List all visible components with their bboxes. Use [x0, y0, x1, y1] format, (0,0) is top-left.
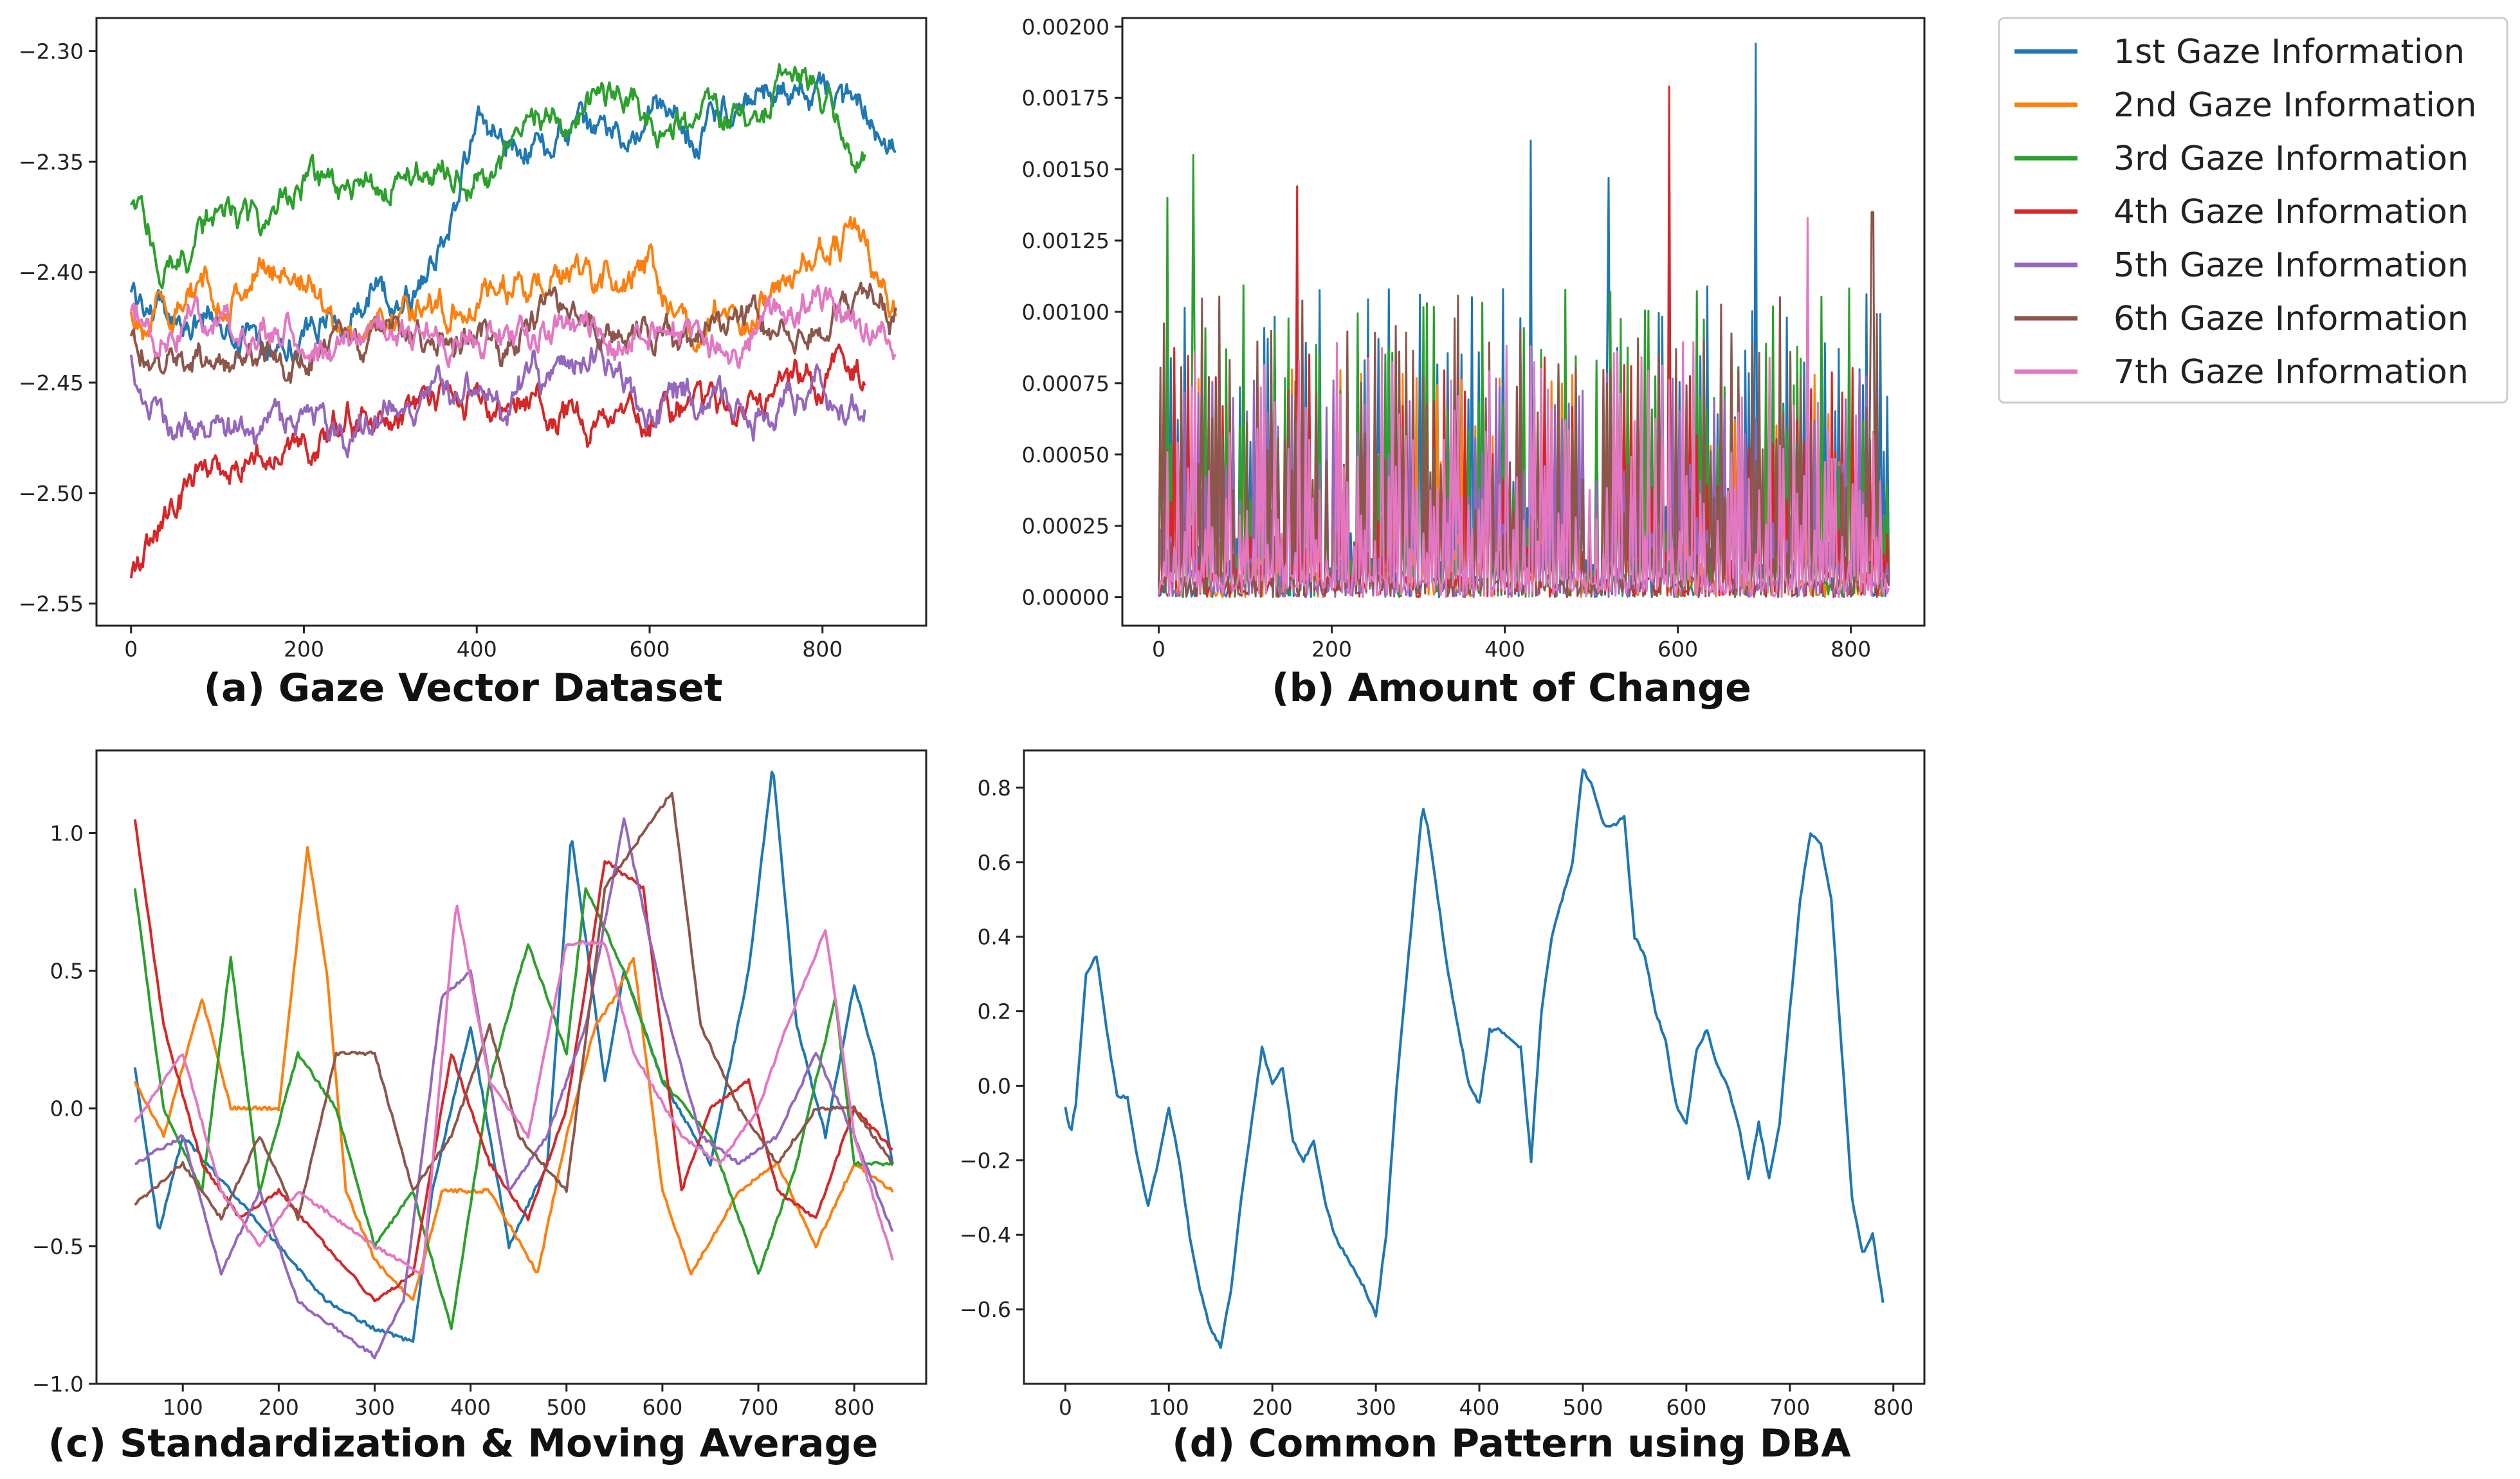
- x-tick-label-a: 200: [284, 637, 324, 662]
- legend-frame: [1998, 17, 2508, 404]
- y-tick-label-c: −0.5: [32, 1234, 84, 1259]
- y-tick-label-d: −0.4: [960, 1222, 1011, 1248]
- series-line-c-2nd: [133, 846, 894, 1301]
- plot-area-c: [133, 770, 894, 1359]
- panel-b: (b) Amount of Change 0 200 400 600 800 0.0000…: [1022, 14, 1926, 711]
- legend-label: 7th Gaze Information: [2114, 353, 2469, 392]
- x-tick-label-d: 100: [1149, 1395, 1189, 1420]
- y-tick-label-d: −0.6: [960, 1297, 1011, 1322]
- y-tick-label-b: 0.00025: [1022, 514, 1109, 539]
- series-line-c-3rd: [133, 887, 894, 1330]
- y-tick-label-d: 0.6: [978, 850, 1011, 875]
- x-tick-label-c: 400: [450, 1395, 491, 1420]
- y-tick-label-b: 0.00100: [1022, 300, 1109, 325]
- y-tick-label-a: −2.40: [19, 260, 84, 285]
- caption-b: (b) Amount of Change: [1272, 666, 1751, 711]
- series-line-a-3rd: [129, 63, 866, 290]
- series-line-a-6th: [129, 281, 897, 384]
- x-tick-label-d: 0: [1059, 1395, 1072, 1420]
- series-line-b-7th: [1158, 217, 1890, 599]
- y-tick-label-b: 0.00150: [1022, 157, 1109, 182]
- y-tick-label-b: 0.00200: [1022, 14, 1109, 39]
- x-tick-label-d: 800: [1873, 1395, 1913, 1420]
- caption-a: (a) Gaze Vector Dataset: [204, 666, 723, 711]
- y-tick-label-d: −0.2: [960, 1148, 1011, 1173]
- series-line-c-5th: [134, 817, 894, 1359]
- x-tick-label-b: 600: [1657, 637, 1698, 662]
- x-tick-label-d: 200: [1252, 1395, 1293, 1420]
- axes-frame-a: [95, 17, 927, 627]
- y-tick-label-d: 0.4: [978, 925, 1011, 950]
- x-tick-label-b: 800: [1831, 637, 1871, 662]
- legend-label: 5th Gaze Information: [2114, 246, 2469, 285]
- x-tick-label-c: 300: [354, 1395, 395, 1420]
- series-line-a-5th: [129, 338, 866, 458]
- panel-d: (d) Common Pattern using DBA 0 100 200 300 4…: [960, 749, 1926, 1466]
- plot-area-a: [129, 63, 897, 579]
- x-tick-label-c: 200: [259, 1395, 299, 1420]
- y-tick-label-d: 0.2: [978, 999, 1011, 1024]
- y-tick-label-b: 0.00125: [1022, 228, 1109, 253]
- x-tick-label-c: 500: [546, 1395, 587, 1420]
- y-tick-label-a: −2.50: [19, 481, 84, 506]
- caption-d: (d) Common Pattern using DBA: [1172, 1421, 1851, 1466]
- y-tick-label-c: 1.0: [50, 821, 84, 846]
- x-tick-label-a: 400: [457, 637, 497, 662]
- x-tick-label-d: 700: [1769, 1395, 1810, 1420]
- x-tick-label-c: 600: [642, 1395, 682, 1420]
- y-tick-label-a: −2.45: [19, 370, 84, 395]
- axes-frame-d: [1023, 749, 1926, 1385]
- y-tick-label-c: 0.5: [50, 959, 84, 984]
- y-tick-label-b: 0.00050: [1022, 442, 1109, 467]
- y-tick-label-c: −1.0: [32, 1372, 84, 1397]
- x-tick-label-b: 0: [1152, 637, 1165, 662]
- plot-area-d: [1064, 768, 1885, 1349]
- y-tick-label-a: −2.55: [19, 592, 84, 617]
- series-line-c-7th: [133, 904, 894, 1275]
- x-tick-label-d: 300: [1356, 1395, 1396, 1420]
- panel-a: (a) Gaze Vector Dataset 0 200 400 600 800 −2.…: [19, 17, 927, 711]
- x-tick-label-c: 100: [163, 1395, 203, 1420]
- legend-label: 1st Gaze Information: [2114, 33, 2465, 71]
- legend-label: 6th Gaze Information: [2114, 300, 2469, 338]
- series-line-c-1st: [133, 770, 894, 1343]
- x-tick-label-b: 400: [1484, 637, 1525, 662]
- y-tick-label-d: 0.0: [978, 1073, 1011, 1098]
- x-tick-label-d: 600: [1666, 1395, 1706, 1420]
- y-tick-label-a: −2.35: [19, 149, 84, 174]
- legend: 1st Gaze Information 2nd Gaze Information…: [1998, 17, 2508, 404]
- x-tick-label-a: 800: [802, 637, 843, 662]
- axes-frame-c: [95, 749, 927, 1385]
- series-line-a-7th: [129, 284, 897, 369]
- y-tick-label-c: 0.0: [50, 1096, 84, 1121]
- x-tick-label-d: 400: [1459, 1395, 1500, 1420]
- panel-c: (c) Standardization & Moving Average 100…: [32, 749, 927, 1466]
- x-tick-label-c: 700: [738, 1395, 779, 1420]
- caption-c: (c) Standardization & Moving Average: [48, 1421, 879, 1466]
- legend-label: 2nd Gaze Information: [2114, 86, 2477, 125]
- legend-label: 3rd Gaze Information: [2114, 140, 2469, 178]
- series-line-c-4th: [133, 819, 893, 1303]
- y-tick-label-a: −2.30: [19, 39, 84, 64]
- series-line-a-4th: [129, 343, 866, 579]
- x-tick-label-a: 0: [124, 637, 138, 662]
- series-line-c-6th: [134, 792, 893, 1221]
- y-tick-label-b: 0.00000: [1022, 585, 1109, 610]
- x-tick-label-a: 600: [630, 637, 670, 662]
- x-tick-label-b: 200: [1311, 637, 1352, 662]
- plot-area-b: [1158, 42, 1890, 599]
- legend-label: 4th Gaze Information: [2114, 193, 2469, 231]
- x-tick-label-c: 800: [834, 1395, 875, 1420]
- y-tick-label-d: 0.8: [978, 776, 1011, 801]
- x-tick-label-d: 500: [1562, 1395, 1603, 1420]
- series-line-d-dba: [1064, 768, 1885, 1349]
- y-tick-label-b: 0.00075: [1022, 371, 1109, 396]
- axes-frame-b: [1121, 17, 1926, 627]
- y-tick-label-b: 0.00175: [1022, 86, 1109, 111]
